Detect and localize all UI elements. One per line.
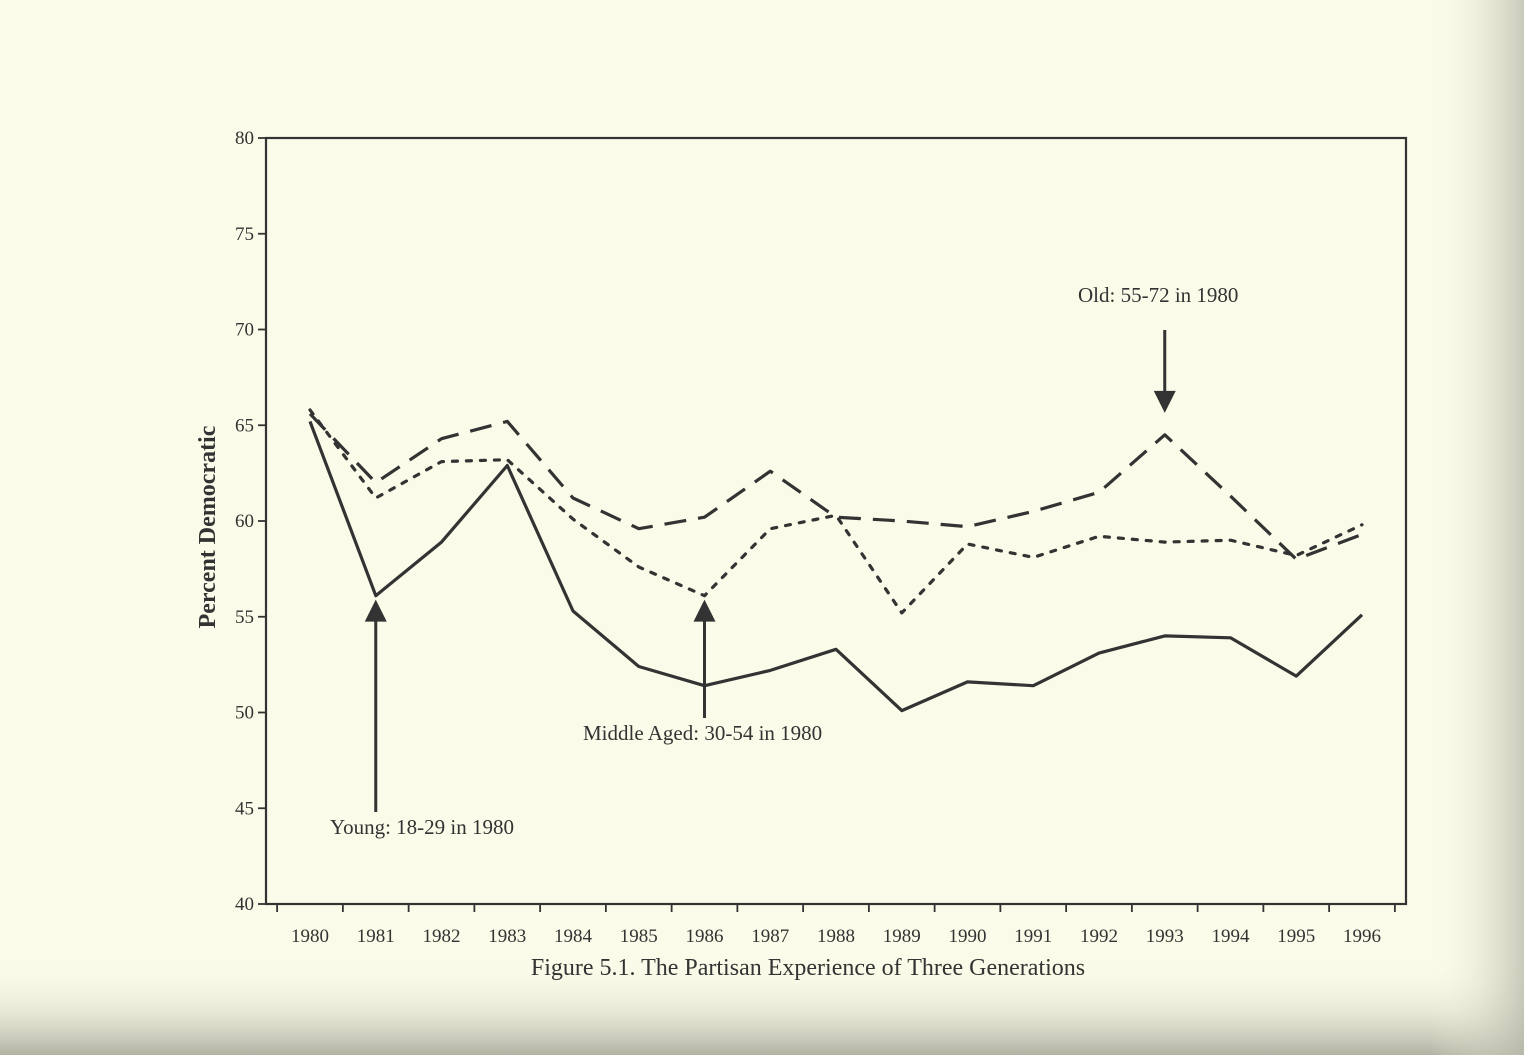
annotation-layer: Young: 18-29 in 1980 Middle Aged: 30-54 i… [330,283,1238,839]
annotation: Old: 55-72 in 1980 [1078,283,1238,413]
annotation-arrow-head [693,599,716,622]
x-tick-label: 1990 [949,926,987,947]
x-tick-label: 1986 [686,926,724,947]
y-tick-label: 60 [235,511,254,532]
x-axis: 1980 1981 1982 1983 1984 1985 1986 1987 1988 1989… [276,904,1396,947]
annotation-label: Young: 18-29 in 1980 [330,815,514,839]
x-tick-label: 1980 [291,926,329,947]
y-axis: 40 45 50 55 60 65 70 75 80 [235,128,266,915]
plot-frame [264,136,1408,906]
figure-caption: Figure 5.1. The Partisan Experience of T… [531,955,1085,981]
y-axis-label: Percent Democratic [195,425,221,628]
x-tick-label: 1985 [620,926,658,947]
x-tick-label: 1989 [883,926,921,947]
series-line-dotted [308,408,1364,615]
annotation: Middle Aged: 30-54 in 1980 [583,599,822,745]
x-tick-label: 1982 [423,926,461,947]
x-tick-label: 1983 [488,926,526,947]
series-line-solid [308,420,1364,713]
x-tick-label: 1988 [817,926,855,947]
y-tick-label: 70 [235,320,254,341]
annotation: Young: 18-29 in 1980 [330,599,514,839]
y-tick-label: 55 [235,607,254,628]
x-tick-label: 1981 [357,926,395,947]
annotation-label: Middle Aged: 30-54 in 1980 [583,721,822,745]
y-tick-label: 40 [235,894,254,915]
series-line-dashed [308,412,1363,561]
annotation-label: Old: 55-72 in 1980 [1078,283,1238,307]
annotation-arrow-head [1153,390,1176,413]
x-tick-label: 1991 [1014,926,1052,947]
x-tick-label: 1992 [1080,926,1118,947]
y-tick-label: 65 [235,415,254,436]
x-tick-label: 1993 [1146,926,1184,947]
y-tick-label: 80 [235,128,254,149]
y-tick-label: 45 [235,798,254,819]
x-tick-label: 1996 [1343,926,1381,947]
series-layer [308,408,1364,713]
x-tick-label: 1984 [554,926,593,947]
y-tick-label: 75 [235,224,254,245]
x-tick-label: 1994 [1212,926,1251,947]
y-tick-label: 50 [235,703,254,724]
x-tick-label: 1995 [1277,926,1315,947]
annotation-arrow-head [364,599,387,622]
x-tick-label: 1987 [751,926,789,947]
